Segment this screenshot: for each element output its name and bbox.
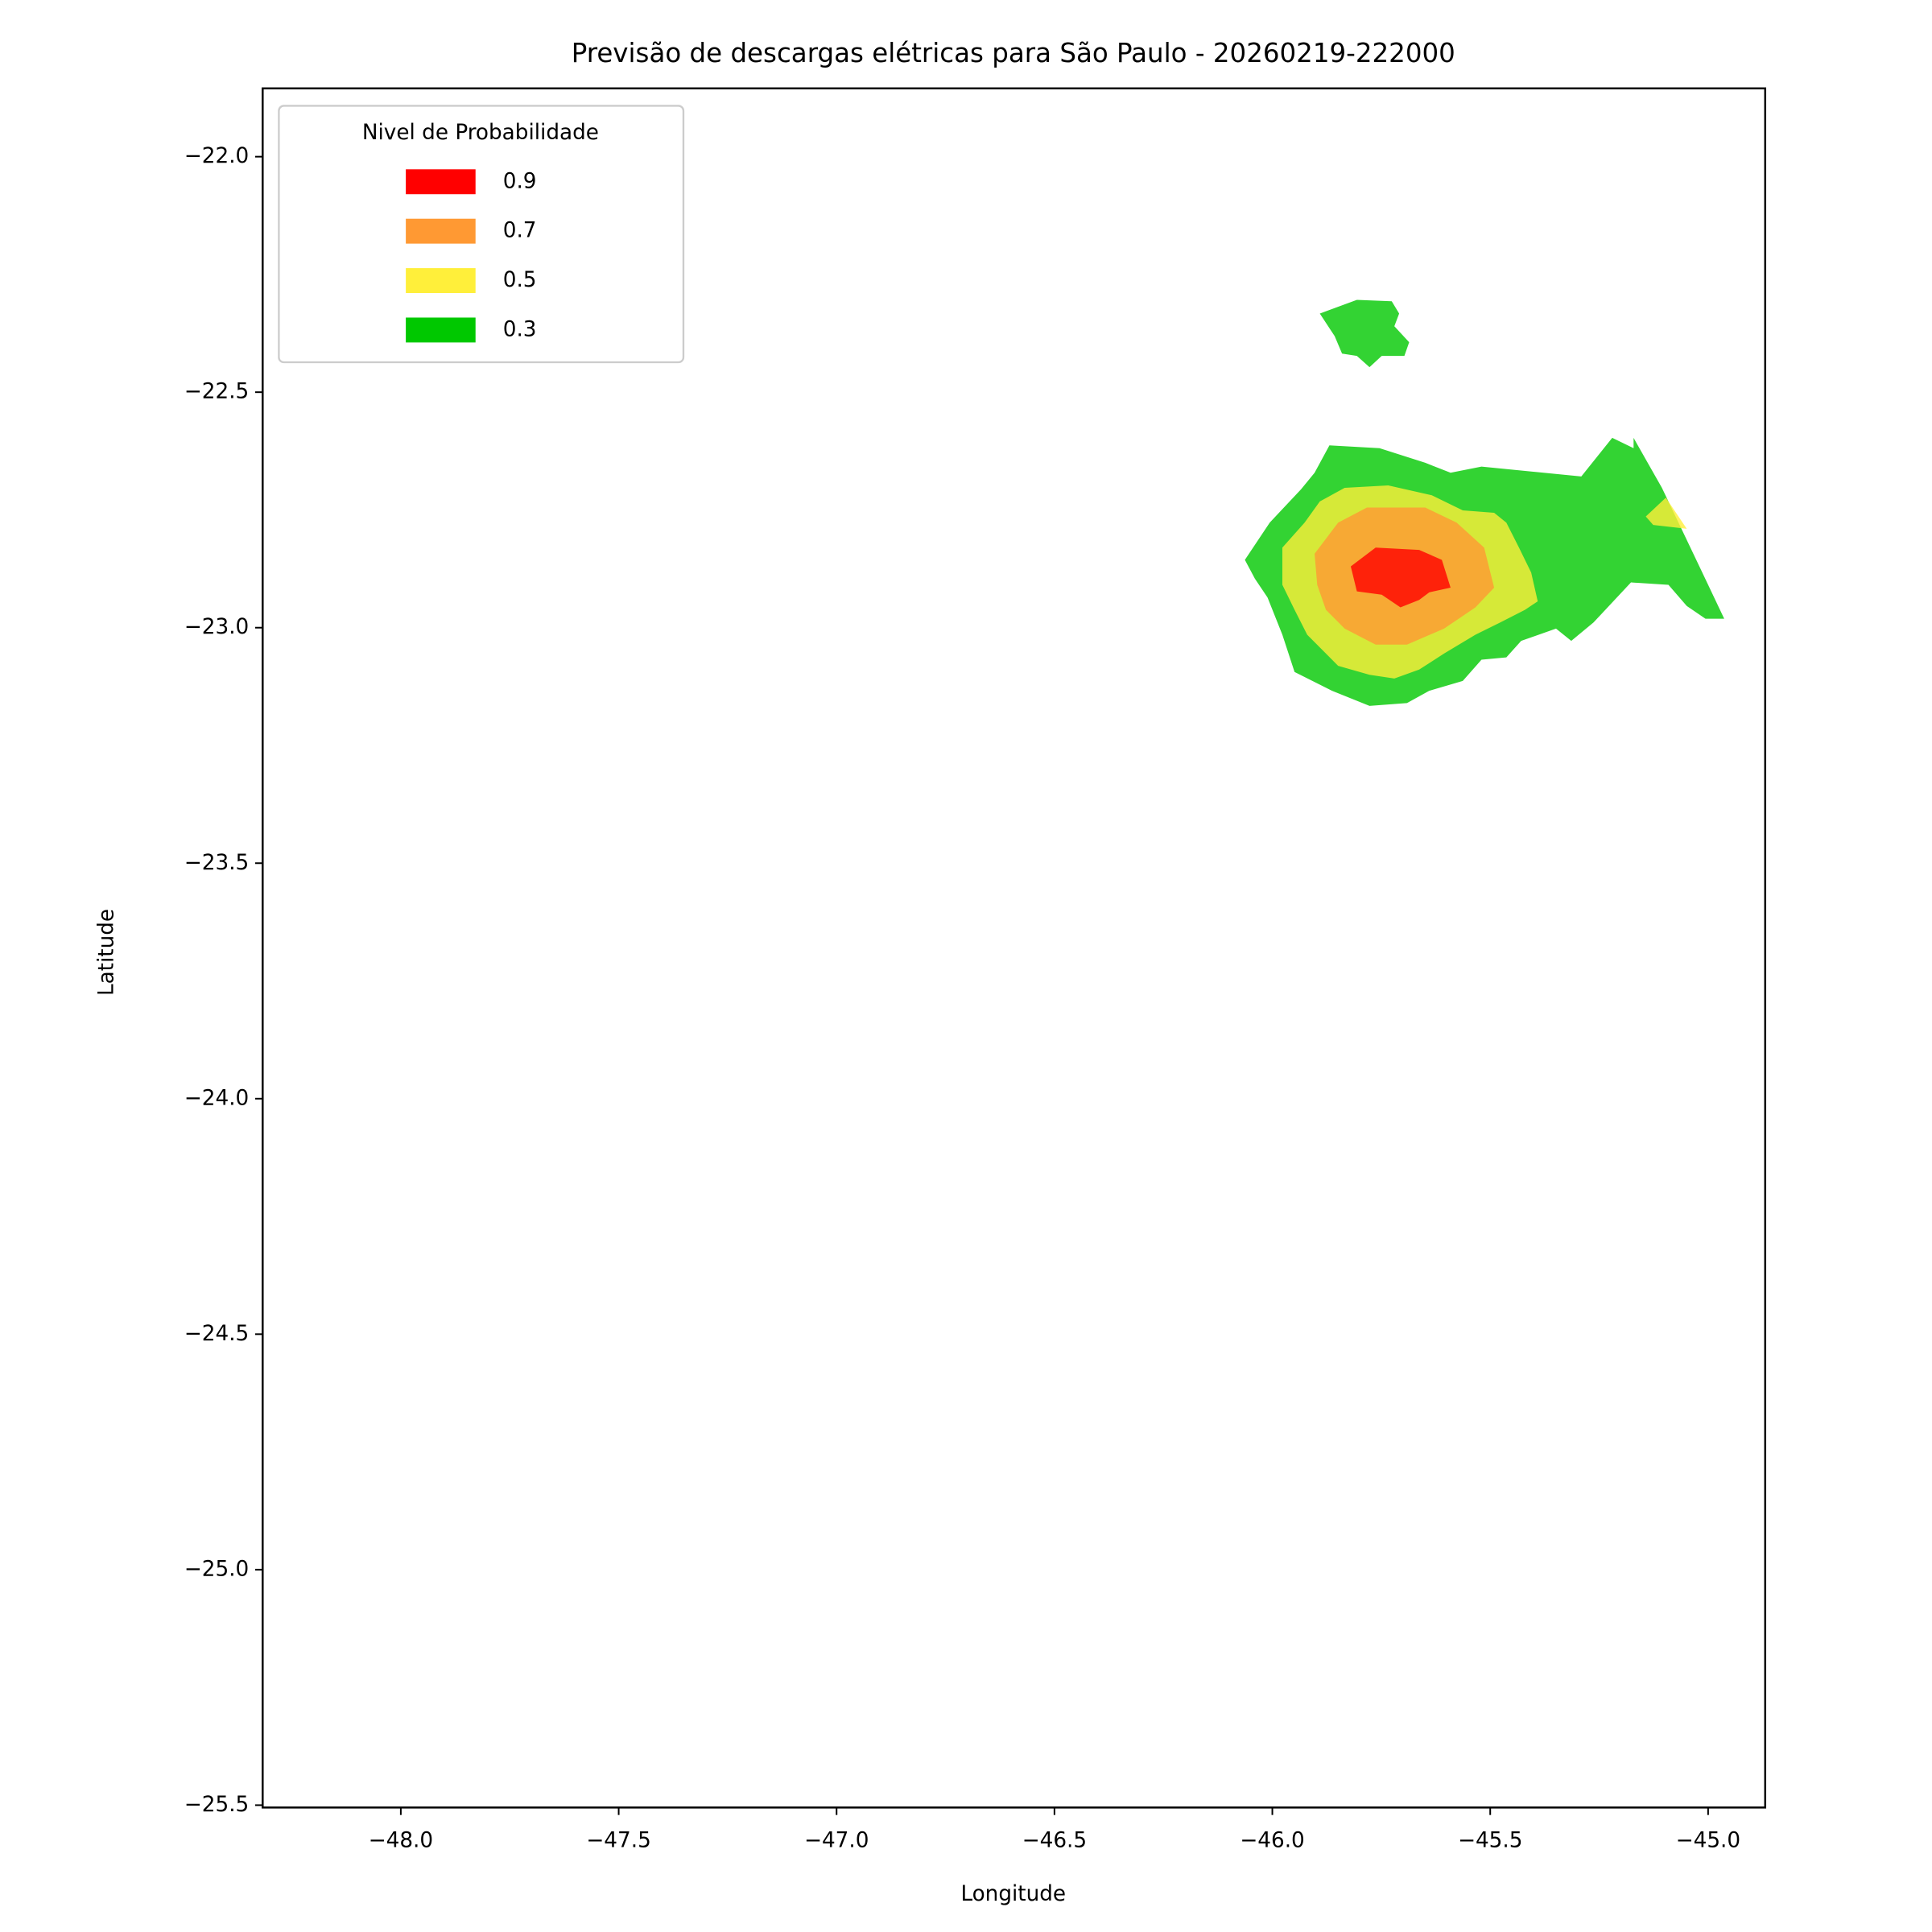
legend: Nivel de Probabilidade 0.9 0.7 0.5 0.3 bbox=[278, 105, 685, 364]
x-tick-label: −46.0 bbox=[1240, 1829, 1305, 1853]
y-tick-label: −25.0 bbox=[184, 1557, 250, 1581]
legend-swatch bbox=[406, 169, 476, 195]
legend-box bbox=[278, 105, 685, 364]
contour-region bbox=[1350, 547, 1451, 608]
legend-label: 0.5 bbox=[503, 268, 537, 292]
plot-area bbox=[1245, 299, 1724, 706]
contour-region bbox=[1319, 299, 1410, 368]
x-tick-label: −45.0 bbox=[1676, 1829, 1741, 1853]
y-tick-label: −22.0 bbox=[184, 144, 250, 168]
x-tick-label: −47.0 bbox=[804, 1829, 869, 1853]
legend-label: 0.9 bbox=[503, 169, 537, 193]
y-tick-label: −23.5 bbox=[184, 851, 250, 875]
x-tick-label: −45.5 bbox=[1458, 1829, 1523, 1853]
legend-label: 0.7 bbox=[503, 219, 537, 243]
y-tick-label: −25.5 bbox=[184, 1793, 250, 1817]
chart-title: Previsão de descargas elétricas para São… bbox=[572, 38, 1455, 68]
y-tick-label: −23.0 bbox=[184, 615, 250, 639]
contour-region bbox=[1645, 497, 1687, 529]
legend-label: 0.3 bbox=[503, 317, 537, 341]
y-tick-label: −22.5 bbox=[184, 380, 250, 404]
x-tick-label: −48.0 bbox=[369, 1829, 434, 1853]
x-tick-label: −46.5 bbox=[1022, 1829, 1088, 1853]
legend-swatch bbox=[406, 268, 476, 294]
y-tick-label: −24.5 bbox=[184, 1322, 250, 1346]
y-tick-label: −24.0 bbox=[184, 1086, 250, 1110]
x-axis-label: Longitude bbox=[960, 1882, 1066, 1906]
legend-title: Nivel de Probabilidade bbox=[362, 121, 599, 145]
y-axis-label: Latitude bbox=[94, 909, 118, 996]
legend-swatch bbox=[406, 317, 476, 343]
x-tick-label: −47.5 bbox=[586, 1829, 651, 1853]
axes-frame bbox=[262, 87, 1767, 1809]
legend-swatch bbox=[406, 218, 476, 244]
